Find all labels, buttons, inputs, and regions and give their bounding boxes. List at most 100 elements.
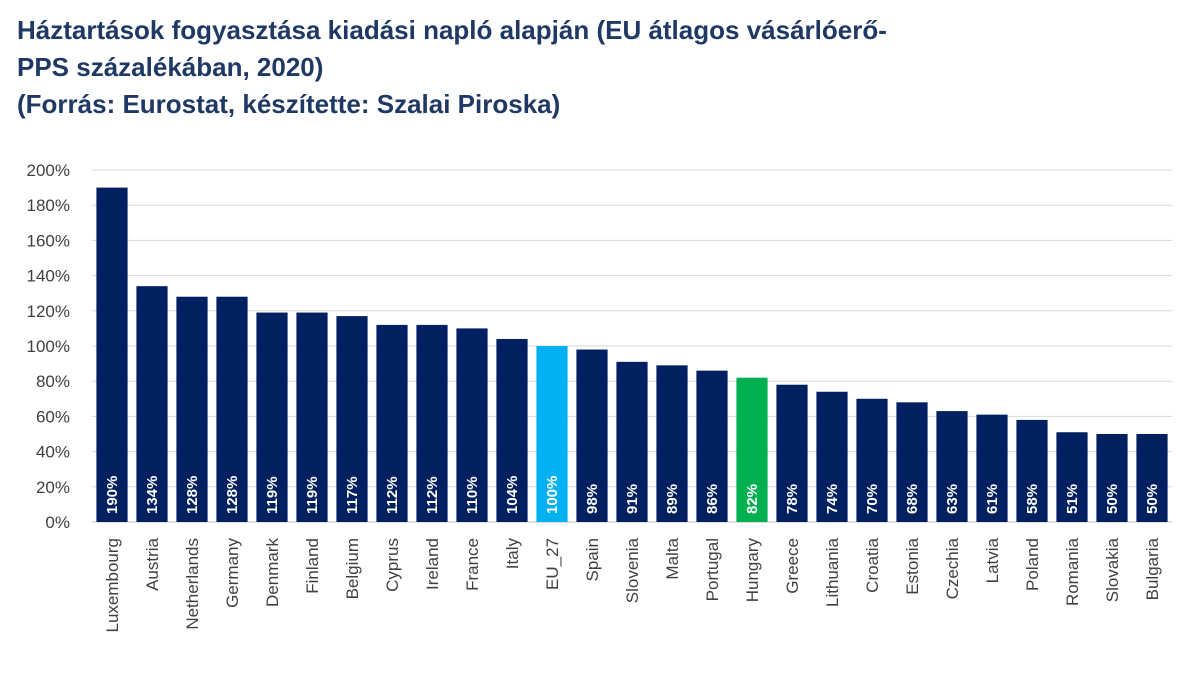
data-label: 98%	[584, 484, 601, 514]
x-tick-label: Greece	[783, 538, 802, 594]
x-tick-label: Cyprus	[383, 538, 402, 592]
data-label: 134%	[144, 476, 161, 514]
data-label: 86%	[704, 484, 721, 514]
x-tick-label: Netherlands	[183, 538, 202, 630]
chart-title-line-1: Háztartások fogyasztása kiadási napló al…	[17, 15, 887, 45]
bar-netherlands	[176, 296, 208, 522]
y-tick-label: 200%	[27, 161, 70, 180]
x-tick-label: Romania	[1063, 537, 1082, 606]
bar-malta	[656, 365, 688, 522]
x-tick-label: Croatia	[863, 537, 882, 592]
bar-estonia	[896, 402, 928, 522]
data-label: 74%	[824, 484, 841, 514]
bar-latvia	[976, 414, 1008, 522]
data-label: 82%	[744, 484, 761, 514]
x-tick-label: Malta	[663, 537, 682, 579]
data-label: 78%	[784, 484, 801, 514]
x-tick-label: Latvia	[983, 537, 1002, 583]
data-label: 117%	[344, 476, 361, 514]
x-tick-label: Portugal	[703, 538, 722, 601]
x-tick-label: France	[463, 538, 482, 591]
x-tick-label: Slovenia	[623, 537, 642, 603]
data-label: 100%	[544, 476, 561, 514]
bar-portugal	[696, 370, 728, 522]
bar-cyprus	[376, 324, 408, 522]
bar-belgium	[336, 316, 368, 522]
x-tick-label: Poland	[1023, 538, 1042, 591]
data-label: 61%	[984, 484, 1001, 514]
y-tick-label: 20%	[36, 478, 70, 497]
x-tick-label: Belgium	[343, 538, 362, 599]
y-tick-label: 100%	[27, 337, 70, 356]
y-tick-label: 140%	[27, 267, 70, 286]
chart-title: Háztartások fogyasztása kiadási napló al…	[17, 12, 1187, 123]
x-tick-label: Lithuania	[823, 537, 842, 607]
data-labels: 190% 134% 128% 128% 119% 119% 117% 112% 112% 110%…	[104, 476, 1161, 514]
bar-greece	[776, 384, 808, 522]
x-tick-label: Austria	[143, 537, 162, 590]
data-label: 51%	[1064, 484, 1081, 514]
y-tick-label: 0%	[45, 513, 70, 532]
x-tick-label: Luxembourg	[103, 538, 122, 633]
x-tick-label: Ireland	[423, 538, 442, 590]
x-tick-label: Estonia	[903, 537, 922, 594]
x-tick-label: Czechia	[943, 537, 962, 599]
x-tick-label: Hungary	[743, 538, 762, 603]
bar-finland	[296, 312, 328, 522]
data-label: 58%	[1024, 484, 1041, 514]
bar-hungary	[736, 377, 768, 522]
x-tick-label: Germany	[223, 538, 242, 608]
bar-ireland	[416, 324, 448, 522]
data-label: 68%	[904, 484, 921, 514]
y-tick-label: 160%	[27, 231, 70, 250]
bar-czechia	[936, 411, 968, 522]
bar-france	[456, 328, 488, 522]
x-axis-categories: Luxembourg Austria Netherlands Germany Denma…	[103, 537, 1162, 632]
data-label: 112%	[384, 476, 401, 514]
chart-title-line-2: PPS százalékában, 2020)	[17, 52, 324, 82]
y-tick-label: 40%	[36, 443, 70, 462]
data-label: 50%	[1144, 484, 1161, 514]
bar-slovakia	[1096, 434, 1128, 522]
x-tick-label: EU_27	[543, 538, 562, 590]
data-label: 128%	[224, 476, 241, 514]
bar-croatia	[856, 398, 888, 522]
x-tick-label: Bulgaria	[1143, 537, 1162, 600]
y-tick-label: 80%	[36, 372, 70, 391]
x-tick-label: Spain	[583, 538, 602, 581]
data-label: 63%	[944, 484, 961, 514]
bar-italy	[496, 338, 528, 522]
data-label: 119%	[304, 476, 321, 514]
data-label: 190%	[104, 476, 121, 514]
x-tick-label: Finland	[303, 538, 322, 594]
chart-subtitle: (Forrás: Eurostat, készítette: Szalai Pi…	[17, 89, 561, 119]
data-label: 112%	[424, 476, 441, 514]
bar-spain	[576, 349, 608, 522]
data-label: 104%	[504, 476, 521, 514]
bars	[96, 187, 1168, 522]
x-tick-label: Italy	[503, 538, 522, 570]
bar-eu-27	[536, 346, 568, 522]
bar-poland	[1016, 419, 1048, 522]
bar-bulgaria	[1136, 434, 1168, 522]
bar-denmark	[256, 312, 288, 522]
y-tick-label: 120%	[27, 302, 70, 321]
x-tick-label: Denmark	[263, 538, 282, 607]
bar-lithuania	[816, 391, 848, 522]
y-tick-label: 60%	[36, 407, 70, 426]
data-label: 110%	[464, 476, 481, 514]
y-axis-ticks: 0% 20% 40% 60% 80% 100% 120% 140% 160% 180% 200%	[27, 161, 70, 532]
bar-luxembourg	[96, 187, 128, 522]
data-label: 91%	[624, 484, 641, 514]
data-label: 128%	[184, 476, 201, 514]
bar-slovenia	[616, 361, 648, 522]
bar-romania	[1056, 432, 1088, 522]
bar-germany	[216, 296, 248, 522]
data-label: 119%	[264, 476, 281, 514]
x-tick-label: Slovakia	[1103, 537, 1122, 602]
data-label: 50%	[1104, 484, 1121, 514]
data-label: 89%	[664, 484, 681, 514]
data-label: 70%	[864, 484, 881, 514]
bar-austria	[136, 286, 168, 522]
